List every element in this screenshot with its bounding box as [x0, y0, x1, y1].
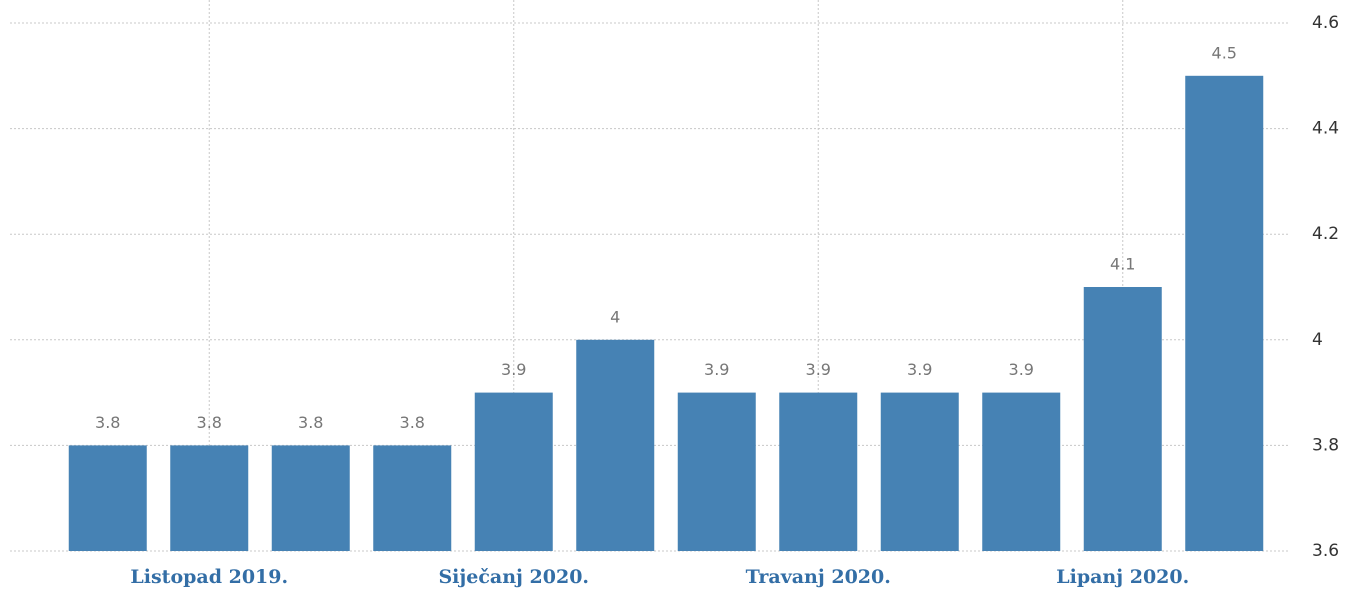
y-tick-label: 4 [1312, 330, 1323, 350]
y-tick-label: 4.4 [1312, 119, 1339, 139]
x-tick-label: Siječanj 2020. [438, 566, 589, 588]
value-label: 4 [610, 307, 620, 326]
value-label: 3.9 [806, 360, 831, 379]
x-tick-label: Lipanj 2020. [1056, 566, 1189, 588]
value-label: 3.9 [501, 360, 526, 379]
bar [1083, 287, 1162, 551]
bar [576, 339, 655, 551]
bar [68, 445, 147, 551]
value-label: 4.5 [1212, 43, 1237, 62]
bar [271, 445, 350, 551]
value-label: 3.8 [197, 413, 222, 432]
value-label: 3.9 [1009, 360, 1034, 379]
bar [779, 392, 858, 551]
bar [880, 392, 959, 551]
bar [170, 445, 249, 551]
y-tick-label: 3.6 [1312, 541, 1339, 561]
value-label: 4.1 [1110, 255, 1135, 274]
bar [1185, 75, 1264, 552]
value-label: 3.9 [704, 360, 729, 379]
value-label: 3.8 [95, 413, 120, 432]
y-tick-label: 3.8 [1312, 435, 1339, 455]
value-label: 3.8 [298, 413, 323, 432]
x-tick-label: Listopad 2019. [130, 566, 288, 588]
bar [373, 445, 452, 551]
bar [677, 392, 756, 551]
y-tick-label: 4.2 [1312, 224, 1339, 244]
value-label: 3.8 [400, 413, 425, 432]
value-label: 3.9 [907, 360, 932, 379]
bar [982, 392, 1061, 551]
bar [474, 392, 553, 551]
x-tick-label: Travanj 2020. [746, 566, 891, 588]
y-tick-label: 4.6 [1312, 13, 1339, 33]
